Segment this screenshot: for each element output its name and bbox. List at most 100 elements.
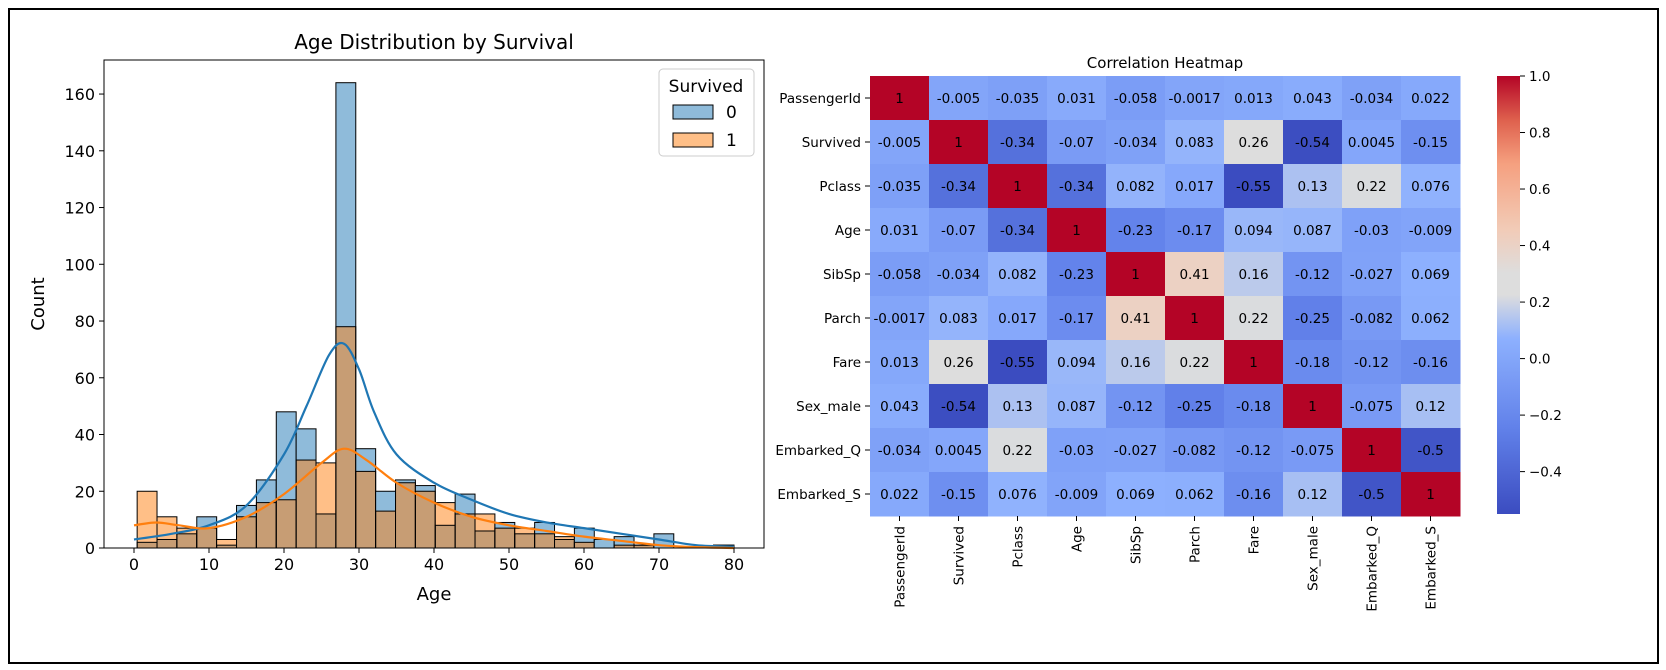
heatmap-cell [1401,252,1461,297]
heatmap-cell-label: -0.0017 [873,311,925,327]
bar-overlap [216,545,237,548]
y-tick-label: 120 [64,199,95,218]
heatmap-cell-label: 0.087 [1293,223,1332,239]
heatmap-cell [929,76,989,121]
heatmap-cell [929,340,989,385]
heatmap-cell-label: 1 [1013,179,1022,195]
heatmap-cell [1401,120,1461,165]
heatmap-cell-label: -0.17 [1059,311,1094,327]
heatmap-cell [1047,384,1107,429]
heatmap-cell [1283,252,1343,297]
x-tick-label: 10 [199,555,219,574]
heatmap-cell [870,384,930,429]
bar-survived-0 [335,82,356,327]
heatmap-cell-label: 1 [954,135,963,151]
heatmap-cell-label: -0.027 [1350,267,1394,283]
heatmap-cell [1224,120,1284,165]
x-tick-label: 70 [649,555,669,574]
heatmap-cell [1165,208,1225,253]
heatmap-cell [1342,472,1402,517]
heatmap-cell [1283,296,1343,341]
histogram-legend: Survived 0 1 [658,68,755,157]
heatmap-cell-label: -0.12 [1236,443,1271,459]
histogram-bars [136,82,735,549]
heatmap-cell-label: 0.031 [880,223,919,239]
heatmap-cell-label: 0.082 [1116,179,1155,195]
x-tick-label: 50 [499,555,519,574]
heatmap-cell [929,428,989,473]
heatmap-row-label: Embarked_S [777,487,861,503]
heatmap-cell-label: 0.076 [998,487,1037,503]
heatmap-cell [1342,252,1402,297]
heatmap-cell-label: -0.03 [1059,443,1094,459]
heatmap-cell-label: 0.083 [939,311,978,327]
heatmap-cell-label: 0.12 [1415,399,1445,415]
heatmap-cell [870,428,930,473]
heatmap-cell-label: 0.069 [1411,267,1450,283]
colorbar-tick-label: 0.8 [1529,126,1550,142]
heatmap-col-label: PassengerId [893,526,909,608]
kde-line-survived-1 [133,447,735,550]
heatmap-cell-label: 0.094 [1057,355,1096,371]
heatmap-cell [1106,76,1166,121]
heatmap-cell-label: -0.027 [1114,443,1158,459]
heatmap-cell [1165,472,1225,517]
heatmap-cell-label: -0.34 [1059,179,1094,195]
heatmap-cell [1106,472,1166,517]
heatmap-cell-label: -0.082 [1350,311,1394,327]
heatmap-cell [1342,76,1402,121]
legend-swatch-0 [672,104,714,120]
heatmap-cell-label: 0.083 [1175,135,1214,151]
heatmap-cell [1224,384,1284,429]
kde-line-survived-0 [133,341,735,548]
y-tick-label: 80 [75,312,95,331]
colorbar-tick-label: 0.2 [1529,295,1550,311]
colorbar-tick-label: −0.2 [1529,408,1562,424]
bar-overlap [196,528,217,548]
histogram-title: Age Distribution by Survival [294,30,574,54]
heatmap-cell-label: -0.18 [1295,355,1330,371]
heatmap-cell-label: 0.22 [1238,311,1268,327]
x-tick-label: 60 [574,555,594,574]
heatmap-cell [988,340,1048,385]
colorbar-tick-label: 1.0 [1529,69,1550,85]
heatmap-cell-label: 0.013 [1234,91,1273,107]
heatmap-cell-label: -0.5 [1358,487,1384,503]
x-axis-label: Age [417,584,452,605]
heatmap-cell-label: -0.034 [937,267,981,283]
heatmap-cell-label: -0.058 [1114,91,1158,107]
heatmap-cell [1165,252,1225,297]
heatmap-cell [1106,340,1166,385]
heatmap-cell-label: -0.035 [996,91,1040,107]
heatmap-cell [1106,208,1166,253]
bar-overlap [634,545,654,548]
heatmap-cell [1342,340,1402,385]
bar-overlap [415,491,436,548]
colorbar-tick-label: 0.6 [1529,182,1550,198]
heatmap-cell-label: 0.26 [943,355,973,371]
heatmap-cell-label: 0.087 [1057,399,1096,415]
heatmap-cell-label: 0.062 [1411,311,1450,327]
bar-overlap [236,516,257,548]
heatmap-col-label: Survived [952,526,968,585]
heatmap-colorbar: 1.0 0.8 0.6 0.4 0.2 0.0 −0.2 −0.4 [1497,69,1562,514]
heatmap-cell-label: -0.34 [941,179,976,195]
bar-overlap [375,511,396,548]
heatmap-cell-label: -0.082 [1173,443,1217,459]
heatmap-cell-label: -0.009 [1055,487,1099,503]
bar-survived-0 [236,505,257,517]
heatmap-cell-label: -0.55 [1000,355,1035,371]
heatmap-cell-label: 0.22 [1356,179,1386,195]
heatmap-cell [1106,384,1166,429]
heatmap-cell [1401,384,1461,429]
bar-survived-1 [137,491,158,543]
bar-survived-0 [415,485,436,492]
heatmap-row-label: SibSp [823,267,861,283]
colorbar-bar [1497,76,1520,514]
heatmap-cell [1283,428,1343,473]
bar-overlap [137,542,158,548]
bar-overlap [435,525,456,548]
heatmap-cell-label: -0.15 [941,487,976,503]
heatmap-cell [1047,252,1107,297]
